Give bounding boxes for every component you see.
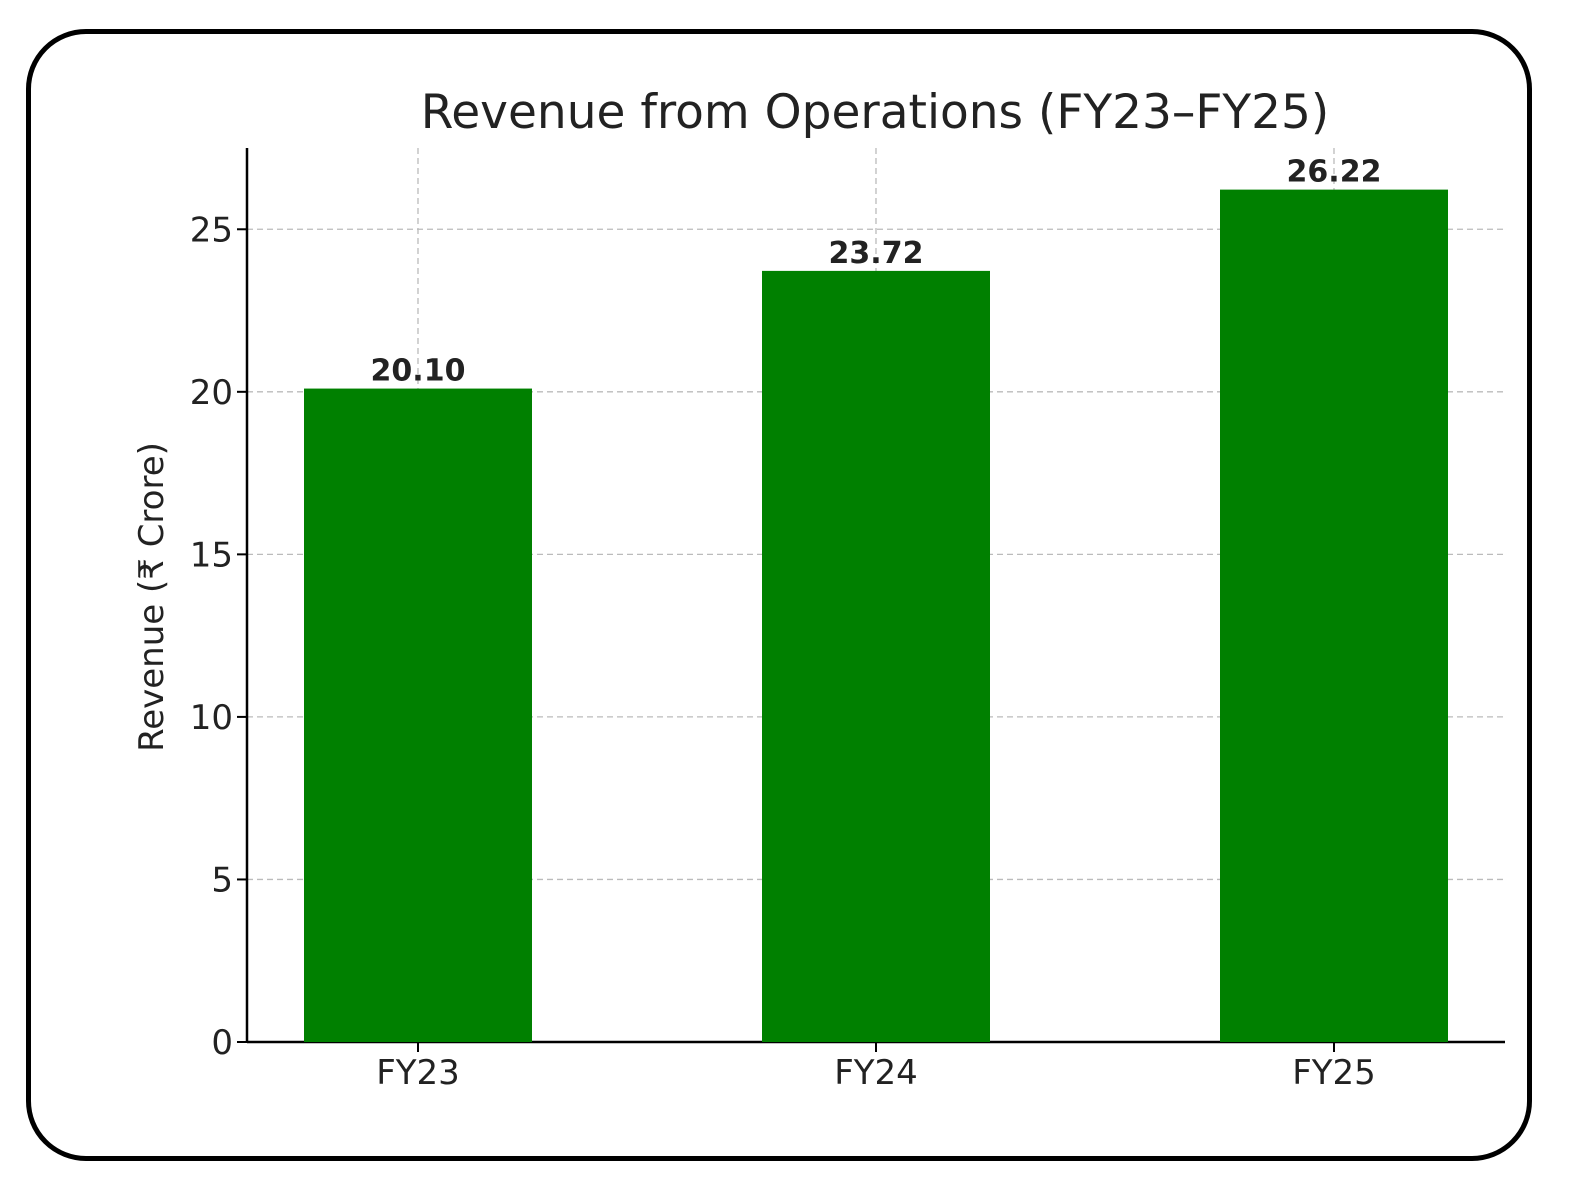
y-tick-label: 5 [211,860,233,900]
bar-fy23 [304,388,532,1042]
x-tick-label: FY23 [376,1053,460,1093]
x-tick-label: FY24 [834,1053,918,1093]
data-label: 20.10 [371,354,466,389]
y-tick-label: 25 [190,210,233,250]
x-tick-label: FY25 [1292,1053,1376,1093]
data-label: 26.22 [1287,155,1382,190]
y-tick-label: 0 [211,1023,233,1063]
chart-title: Revenue from Operations (FY23–FY25) [421,85,1330,140]
y-tick-label: 10 [190,698,233,738]
bar-fy24 [762,270,990,1042]
y-tick-label: 15 [190,535,233,575]
y-axis-label: Revenue (₹ Crore) [132,442,172,752]
data-label: 23.72 [829,236,924,271]
chart-frame [26,29,1532,1161]
y-tick-label: 20 [190,373,233,413]
bar-fy25 [1220,189,1448,1042]
